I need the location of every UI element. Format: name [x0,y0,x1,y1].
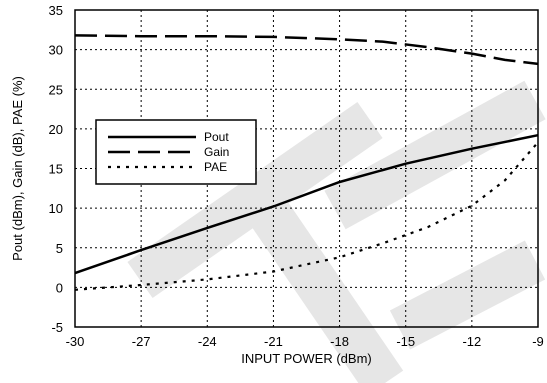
y-tick-label: 25 [49,82,63,97]
watermark-t-bar [127,101,383,299]
y-tick-label: -5 [51,320,63,335]
x-tick-label: -15 [396,334,415,349]
legend-label-gain: Gain [204,145,229,159]
y-tick-label: 20 [49,122,63,137]
y-axis-ticks: -5 0 5 10 15 20 25 30 35 [49,3,63,335]
x-axis-label: INPUT POWER (dBm) [241,351,372,366]
y-tick-label: 15 [49,162,63,177]
watermark-e-top [324,80,546,230]
x-tick-label: -12 [462,334,481,349]
legend-label-pout: Pout [204,130,229,144]
y-tick-label: 30 [49,43,63,58]
series-line-gain [74,34,539,66]
x-tick-label: -21 [264,334,283,349]
y-axis-label: Pout (dBm), Gain (dB), PAE (%) [10,76,25,261]
series-line-pout [74,133,539,275]
x-tick-label: -9 [532,334,544,349]
grid [75,10,538,327]
x-tick-label: -27 [132,334,151,349]
watermark-e-bottom [389,240,546,350]
x-tick-label: -30 [66,334,85,349]
series-line-pae [74,141,539,291]
x-axis-ticks: -30 -27 -24 -21 -18 -15 -12 -9 [66,334,544,349]
watermark [127,80,546,383]
x-tick-label: -18 [330,334,349,349]
x-tick-label: -24 [198,334,217,349]
y-tick-label: 5 [56,241,63,256]
legend-label-pae: PAE [204,160,227,174]
y-tick-label: 0 [56,280,63,295]
y-tick-label: 35 [49,3,63,18]
watermark-t-stem [241,187,404,383]
series-lines [74,34,539,291]
y-tick-label: 10 [49,201,63,216]
plot-frame [74,9,539,328]
